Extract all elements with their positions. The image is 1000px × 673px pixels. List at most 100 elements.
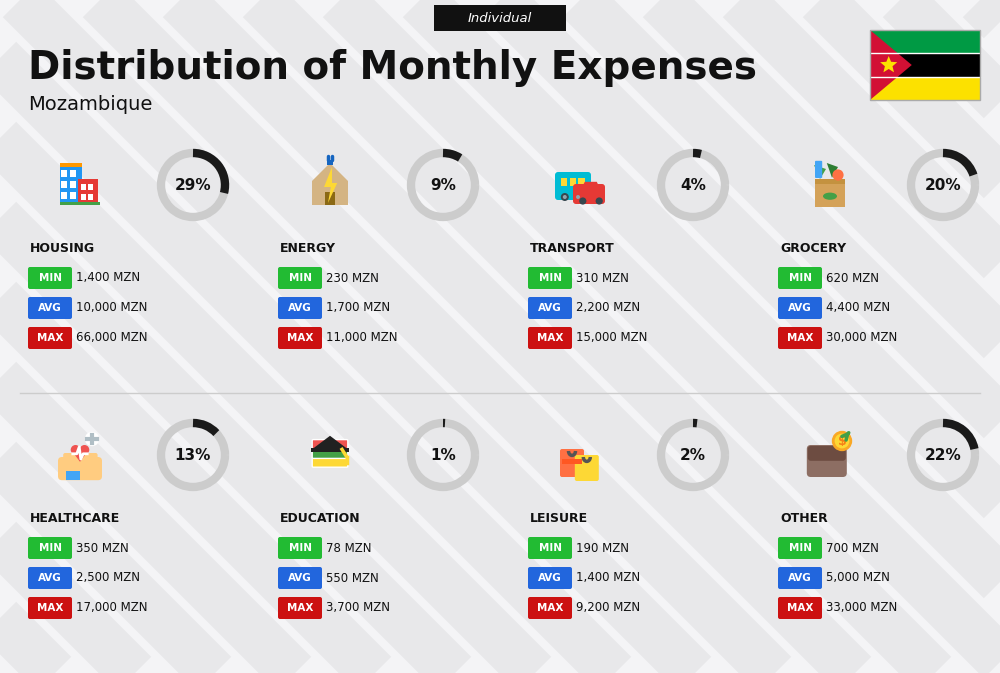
FancyBboxPatch shape bbox=[63, 453, 73, 466]
FancyBboxPatch shape bbox=[327, 160, 333, 165]
Text: Mozambique: Mozambique bbox=[28, 96, 152, 114]
Text: MIN: MIN bbox=[538, 543, 562, 553]
Text: 3,700 MZN: 3,700 MZN bbox=[326, 602, 390, 614]
Polygon shape bbox=[814, 165, 826, 179]
FancyBboxPatch shape bbox=[278, 267, 322, 289]
Text: 30,000 MZN: 30,000 MZN bbox=[826, 332, 897, 345]
FancyBboxPatch shape bbox=[528, 597, 572, 619]
Text: 13%: 13% bbox=[175, 448, 211, 462]
FancyBboxPatch shape bbox=[528, 567, 572, 589]
Text: 350 MZN: 350 MZN bbox=[76, 542, 129, 555]
FancyBboxPatch shape bbox=[570, 178, 576, 186]
FancyBboxPatch shape bbox=[312, 457, 348, 467]
FancyBboxPatch shape bbox=[80, 453, 90, 466]
FancyBboxPatch shape bbox=[815, 179, 845, 184]
FancyBboxPatch shape bbox=[434, 5, 566, 31]
Text: MAX: MAX bbox=[537, 603, 563, 613]
Text: AVG: AVG bbox=[788, 303, 812, 313]
Text: MIN: MIN bbox=[288, 273, 312, 283]
Text: 190 MZN: 190 MZN bbox=[576, 542, 629, 555]
FancyBboxPatch shape bbox=[312, 448, 348, 458]
FancyBboxPatch shape bbox=[560, 449, 584, 477]
Text: MAX: MAX bbox=[37, 333, 63, 343]
FancyBboxPatch shape bbox=[28, 597, 72, 619]
FancyBboxPatch shape bbox=[60, 165, 82, 205]
Text: OTHER: OTHER bbox=[780, 511, 828, 524]
Text: 11,000 MZN: 11,000 MZN bbox=[326, 332, 398, 345]
FancyBboxPatch shape bbox=[778, 597, 822, 619]
FancyBboxPatch shape bbox=[66, 471, 80, 480]
FancyBboxPatch shape bbox=[778, 327, 822, 349]
Text: 66,000 MZN: 66,000 MZN bbox=[76, 332, 148, 345]
Text: AVG: AVG bbox=[288, 573, 312, 583]
Text: AVG: AVG bbox=[788, 573, 812, 583]
FancyBboxPatch shape bbox=[278, 567, 322, 589]
Text: AVG: AVG bbox=[38, 573, 62, 583]
FancyBboxPatch shape bbox=[88, 194, 93, 200]
FancyBboxPatch shape bbox=[778, 537, 822, 559]
FancyBboxPatch shape bbox=[70, 170, 76, 177]
FancyBboxPatch shape bbox=[88, 184, 93, 190]
Circle shape bbox=[563, 195, 567, 199]
Text: MAX: MAX bbox=[287, 603, 313, 613]
FancyBboxPatch shape bbox=[528, 267, 572, 289]
FancyBboxPatch shape bbox=[278, 327, 322, 349]
FancyBboxPatch shape bbox=[312, 439, 348, 450]
FancyBboxPatch shape bbox=[807, 445, 847, 477]
FancyBboxPatch shape bbox=[278, 297, 322, 319]
Text: MAX: MAX bbox=[787, 603, 813, 613]
FancyBboxPatch shape bbox=[573, 184, 605, 204]
Circle shape bbox=[596, 197, 603, 205]
Text: MIN: MIN bbox=[788, 273, 812, 283]
Text: MIN: MIN bbox=[288, 543, 312, 553]
FancyBboxPatch shape bbox=[70, 181, 76, 188]
FancyBboxPatch shape bbox=[808, 446, 846, 461]
Text: MIN: MIN bbox=[38, 273, 62, 283]
Text: 2,500 MZN: 2,500 MZN bbox=[76, 571, 140, 584]
FancyBboxPatch shape bbox=[60, 163, 82, 167]
Text: EDUCATION: EDUCATION bbox=[280, 511, 361, 524]
FancyBboxPatch shape bbox=[870, 30, 980, 53]
FancyBboxPatch shape bbox=[325, 192, 335, 205]
FancyBboxPatch shape bbox=[778, 567, 822, 589]
FancyBboxPatch shape bbox=[28, 327, 72, 349]
Polygon shape bbox=[880, 56, 897, 72]
Text: 20%: 20% bbox=[925, 178, 961, 192]
Text: 1%: 1% bbox=[430, 448, 456, 462]
Circle shape bbox=[85, 432, 99, 446]
Circle shape bbox=[579, 197, 586, 205]
Text: Distribution of Monthly Expenses: Distribution of Monthly Expenses bbox=[28, 49, 757, 87]
FancyBboxPatch shape bbox=[278, 597, 322, 619]
Text: 5,000 MZN: 5,000 MZN bbox=[826, 571, 890, 584]
FancyBboxPatch shape bbox=[70, 192, 76, 199]
Text: 1,400 MZN: 1,400 MZN bbox=[576, 571, 640, 584]
Text: Individual: Individual bbox=[468, 11, 532, 24]
FancyBboxPatch shape bbox=[528, 327, 572, 349]
FancyBboxPatch shape bbox=[72, 453, 82, 466]
Text: MIN: MIN bbox=[538, 273, 562, 283]
FancyBboxPatch shape bbox=[81, 194, 86, 200]
Text: 310 MZN: 310 MZN bbox=[576, 271, 629, 285]
FancyBboxPatch shape bbox=[61, 170, 67, 177]
Text: 4%: 4% bbox=[680, 178, 706, 192]
Polygon shape bbox=[827, 163, 838, 178]
FancyBboxPatch shape bbox=[578, 178, 585, 186]
FancyBboxPatch shape bbox=[28, 267, 72, 289]
Text: GROCERY: GROCERY bbox=[780, 242, 846, 254]
Polygon shape bbox=[870, 30, 912, 100]
FancyBboxPatch shape bbox=[815, 179, 845, 207]
Text: ENERGY: ENERGY bbox=[280, 242, 336, 254]
FancyBboxPatch shape bbox=[60, 202, 100, 205]
Text: HOUSING: HOUSING bbox=[30, 242, 95, 254]
Text: 78 MZN: 78 MZN bbox=[326, 542, 372, 555]
FancyBboxPatch shape bbox=[561, 178, 567, 186]
FancyBboxPatch shape bbox=[28, 537, 72, 559]
Text: 2,200 MZN: 2,200 MZN bbox=[576, 302, 640, 314]
Text: 550 MZN: 550 MZN bbox=[326, 571, 379, 584]
Text: AVG: AVG bbox=[538, 303, 562, 313]
Text: 230 MZN: 230 MZN bbox=[326, 271, 379, 285]
FancyBboxPatch shape bbox=[528, 537, 572, 559]
Text: 22%: 22% bbox=[925, 448, 961, 462]
Polygon shape bbox=[312, 163, 348, 205]
FancyBboxPatch shape bbox=[61, 181, 67, 188]
